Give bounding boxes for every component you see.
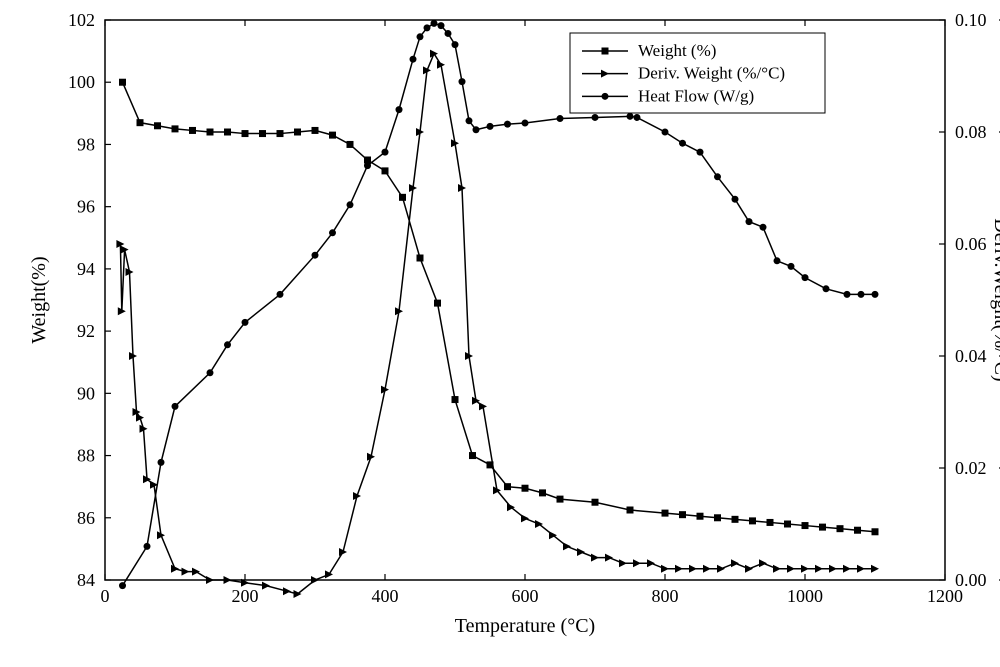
svg-text:400: 400 [372,586,399,606]
svg-text:0.02: 0.02 [955,458,987,478]
svg-text:1000: 1000 [787,586,823,606]
svg-text:200: 200 [232,586,259,606]
svg-text:86: 86 [77,508,95,528]
x-axis-ticks: 020040060080010001200 [101,20,964,606]
legend-label: Weight (%) [638,41,716,60]
legend: Weight (%) Deriv. Weight (%/°C) Heat Flow … [570,33,825,113]
svg-text:0: 0 [101,586,110,606]
svg-text:0.04: 0.04 [955,346,987,366]
svg-text:90: 90 [77,383,95,403]
series-heat [119,20,879,589]
svg-text:92: 92 [77,321,95,341]
svg-text:84: 84 [77,570,95,590]
svg-text:94: 94 [77,259,95,279]
svg-text:0.10: 0.10 [955,10,987,30]
svg-text:Deriv.Weight(%/°C): Deriv.Weight(%/°C) [990,218,1000,381]
svg-text:88: 88 [77,446,95,466]
svg-text:0.08: 0.08 [955,122,987,142]
svg-text:100: 100 [68,72,95,92]
svg-text:102: 102 [68,10,95,30]
series-group [116,20,879,598]
svg-text:800: 800 [652,586,679,606]
x-axis-label: Temperature (°C) [455,615,595,637]
svg-text:0.06: 0.06 [955,234,987,254]
legend-label: Heat Flow (W/g) [638,86,754,105]
y-axis-labels: Weight(%)Deriv.Weight(%/°C)Heat Flow(W/g… [28,218,1000,381]
svg-text:96: 96 [77,197,95,217]
y-axis-ticks: 84 86 88 90 92 94 96 98 100 102 0.00 0.02 0.04 0.06 0.… [68,10,1000,590]
plot-border [105,20,945,580]
svg-text:0.00: 0.00 [955,570,987,590]
svg-text:98: 98 [77,134,95,154]
tga-dsc-chart: 020040060080010001200 848688909294969810… [0,0,1000,667]
series-weight [119,79,879,536]
svg-text:Weight(%): Weight(%) [28,256,50,343]
legend-label: Deriv. Weight (%/°C) [638,64,785,83]
svg-text:600: 600 [512,586,539,606]
